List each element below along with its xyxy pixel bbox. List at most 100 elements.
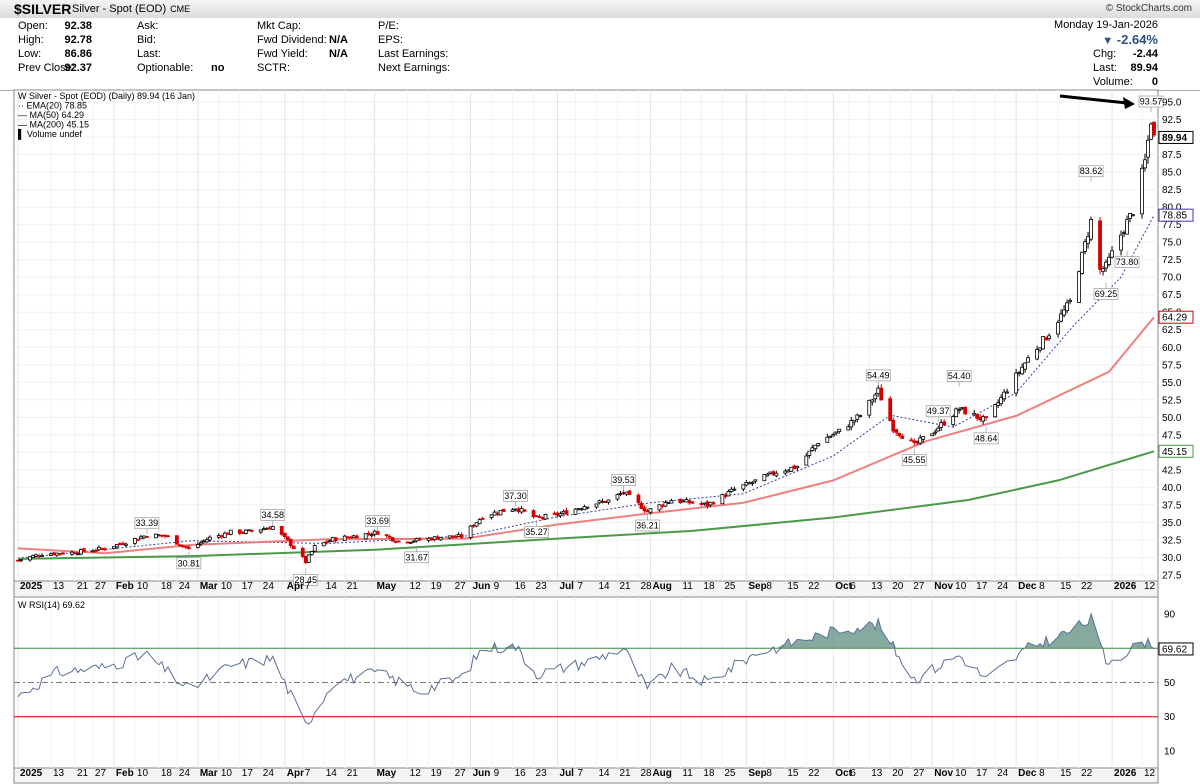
y-tick-label: 55.0 [1162,378,1182,389]
candle-body [261,528,266,531]
x-tick-label: 27 [913,581,925,592]
candle-body [771,471,776,475]
candle-body [876,387,881,394]
annotation-label: 54.49 [867,370,890,380]
candle-body [774,472,779,477]
annotation-label: 28.45 [294,575,317,585]
annotation-label: 48.64 [975,433,998,443]
candle-body [1047,335,1051,339]
candle-body [936,427,941,432]
ema20-tag [1158,208,1194,222]
annotation-label: 33.39 [136,518,159,528]
x-tick-label: 23 [536,581,548,592]
x-tick-label: 2026 [1114,581,1137,592]
candle-body [396,540,401,543]
x-tick-label: 20 [892,768,904,779]
chg-value: -2.44 [1132,48,1158,60]
candle-body [141,535,146,539]
candle-body [366,532,371,535]
candle-body [1125,219,1129,235]
x-tick-label: 27 [455,768,467,779]
x-tick-label: 24 [179,581,191,592]
candle-body [112,546,116,549]
arrow-head-icon [1123,97,1136,110]
prev-close-value: 92.37 [64,62,92,74]
x-tick-label: 18 [703,581,715,592]
candle-body [1062,309,1066,316]
candle-body [939,422,944,428]
x-tick-label: 27 [95,768,107,779]
candle-body [921,436,926,440]
candle-body [726,491,731,497]
symbol[interactable]: $SILVER [14,1,72,17]
candle-body [510,509,515,512]
candle-body [138,536,143,540]
candle-body [564,510,569,515]
candle-body [348,536,353,539]
candle-body [1023,362,1028,370]
rsi-last-tag-text: 69.62 [1162,644,1187,655]
x-tick-label: 14 [326,768,338,779]
candle-body [873,394,878,400]
candle-body [387,535,392,538]
ema20-line [17,214,1155,559]
bid-label: Bid: [137,34,156,46]
legend-rsi: W RSI(14) 69.62 [18,600,85,610]
x-tick-label: 7 [578,581,584,592]
candle-body [1056,322,1060,335]
candle-body [450,535,455,538]
candle-body [73,552,77,555]
last-value: 89.94 [1130,62,1158,74]
x-tick-label: 13 [871,768,883,779]
x-tick-label: 8 [766,768,772,779]
candle-body [747,482,752,485]
candle-body [384,534,389,537]
x-tick-label: 8 [1039,768,1045,779]
x-tick-label: 2026 [1114,768,1137,779]
candle-body [1128,212,1132,219]
candle-body [1065,302,1069,312]
candle-body [480,518,485,520]
x-tick-label: 15 [1060,581,1072,592]
x-tick-label: 12 [410,768,422,779]
candle-body [474,522,479,527]
candle-body [1146,139,1150,158]
candle-body [1002,391,1007,400]
x-tick-label: 10 [221,581,233,592]
candle-body [918,437,923,444]
candle-body [28,556,32,561]
last-earnings-label: Last Earnings: [378,48,449,60]
candle-body [177,544,182,547]
x-tick-label: 12 [410,581,422,592]
candle-body [432,536,437,541]
x-tick-label: Apr [287,768,304,779]
candle-body [333,537,338,542]
candle-body [849,420,854,428]
candle-body [58,552,62,555]
candle-body [624,491,629,495]
candle-body [291,545,296,550]
candle-body [516,508,521,512]
candle-body [70,551,74,555]
x-tick-label: 21 [619,768,631,779]
candle-body [363,533,368,540]
candle-body [1107,256,1111,265]
candle-body [972,413,977,416]
brand-logo: © StockCharts.com [1105,3,1192,14]
last-price-tag-text: 89.94 [1162,133,1187,144]
x-tick-label: 17 [242,581,254,592]
candle-body [219,535,224,538]
candle-body [411,540,416,543]
candle-body [468,525,473,538]
annotation-box [503,489,528,502]
candle-body [954,408,959,418]
annotation-box [1093,288,1119,300]
candle-body [115,544,119,548]
x-tick-label: 17 [976,581,988,592]
x-tick-label: Nov [934,581,953,592]
candle-body [942,421,947,426]
candle-body [288,539,293,547]
candle-body [1068,300,1072,303]
candle-body [789,466,794,472]
